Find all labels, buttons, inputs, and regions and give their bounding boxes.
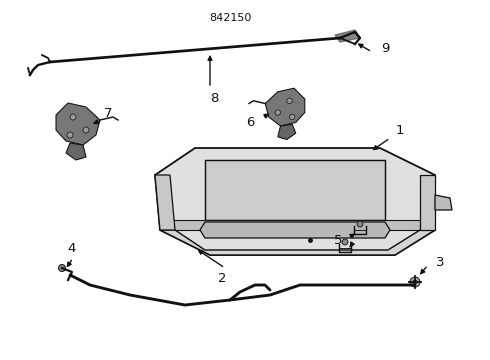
Polygon shape bbox=[278, 124, 296, 140]
Text: 7: 7 bbox=[104, 107, 112, 120]
Polygon shape bbox=[205, 160, 385, 220]
Circle shape bbox=[70, 114, 76, 120]
Text: 4: 4 bbox=[68, 242, 76, 255]
Polygon shape bbox=[155, 148, 435, 255]
Circle shape bbox=[58, 265, 66, 271]
Text: 6: 6 bbox=[246, 116, 254, 129]
Text: 842150: 842150 bbox=[209, 13, 251, 23]
Circle shape bbox=[67, 132, 73, 138]
Circle shape bbox=[413, 280, 417, 284]
Text: 9: 9 bbox=[381, 41, 389, 54]
Circle shape bbox=[275, 110, 280, 115]
Circle shape bbox=[290, 114, 295, 120]
Circle shape bbox=[357, 221, 363, 227]
Text: 3: 3 bbox=[436, 256, 444, 269]
Text: 8: 8 bbox=[210, 91, 218, 104]
Circle shape bbox=[287, 98, 292, 104]
Polygon shape bbox=[335, 30, 360, 42]
Polygon shape bbox=[66, 143, 86, 160]
Polygon shape bbox=[160, 230, 435, 255]
Polygon shape bbox=[265, 88, 305, 126]
Circle shape bbox=[342, 239, 348, 245]
Polygon shape bbox=[56, 103, 100, 145]
Polygon shape bbox=[420, 175, 435, 230]
Polygon shape bbox=[435, 195, 452, 210]
Text: 1: 1 bbox=[396, 123, 404, 136]
Circle shape bbox=[410, 277, 420, 287]
Text: 2: 2 bbox=[218, 271, 226, 284]
Circle shape bbox=[83, 127, 89, 133]
Polygon shape bbox=[155, 175, 175, 230]
Text: 5: 5 bbox=[334, 234, 342, 247]
Polygon shape bbox=[165, 220, 420, 230]
Polygon shape bbox=[200, 222, 390, 238]
